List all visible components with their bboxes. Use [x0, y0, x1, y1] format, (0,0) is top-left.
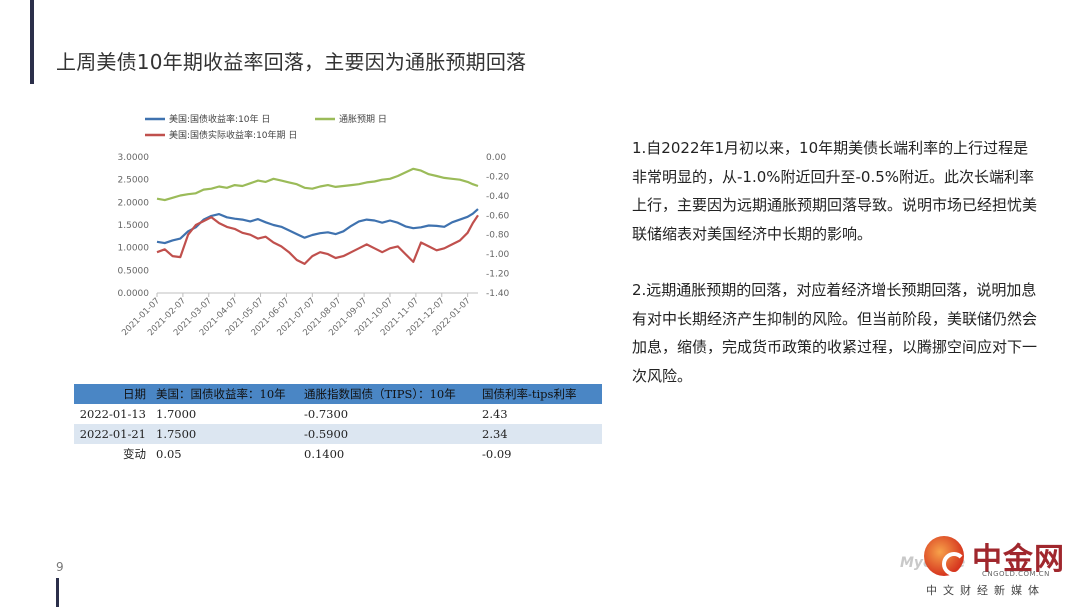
y-left-tick-label: 1.0000: [118, 244, 150, 254]
table-cell: -0.09: [482, 447, 512, 461]
y-left-tick-label: 1.5000: [118, 221, 150, 231]
table-cell: 2.34: [478, 424, 602, 444]
slide-title: 上周美债10年期收益率回落，主要因为通胀预期回落: [56, 50, 527, 74]
title-accent-bar: [30, 0, 34, 84]
y-right-tick-label: -0.40: [486, 192, 510, 202]
yield-comparison-table: 日期 美国：国债收益率：10年 通胀指数国债（TIPS）：10年 国债利率-ti…: [74, 384, 602, 464]
table-header-row: 日期 美国：国债收益率：10年 通胀指数国债（TIPS）：10年 国债利率-ti…: [74, 384, 602, 404]
y-left-tick-label: 3.0000: [118, 153, 150, 163]
y-right-tick-label: -0.80: [486, 231, 510, 241]
y-right-tick-label: -1.40: [486, 289, 510, 299]
y-left-tick-label: 0.5000: [118, 266, 150, 276]
table-header-spread: 国债利率-tips利率: [478, 384, 602, 404]
legend-label: 美国:国债收益率:10年 日: [169, 113, 270, 125]
table-cell: -0.7300: [304, 407, 349, 421]
table-cell: 变动: [123, 447, 146, 461]
logo-emblem-icon: [924, 536, 966, 576]
y-left-tick-label: 0.0000: [118, 289, 150, 299]
y-left-tick-label: 2.0000: [118, 198, 150, 208]
logo-name: 中金网: [972, 542, 1065, 577]
table-row: 2022-01-13 1.7000 -0.7300 2.43: [74, 404, 602, 424]
series-line-real: [156, 214, 479, 265]
table-row: 2022-01-21 1.7500 -0.5900 2.34: [74, 424, 602, 444]
y-right-tick-label: -1.00: [486, 250, 510, 260]
y-right-tick-label: -1.20: [486, 270, 510, 280]
table-cell: 0.05: [156, 447, 182, 461]
legend-label: 通胀预期 日: [339, 114, 387, 125]
series-line-breakeven: [156, 167, 479, 202]
table-header-nominal: 美国：国债收益率：10年: [152, 384, 300, 404]
table-cell: -0.5900: [300, 424, 478, 444]
y-right-tick-label: -0.60: [486, 211, 510, 221]
analysis-paragraph-2: 2.远期通胀预期的回落，对应着经济增长预期回落，说明加息有对中长期经济产生抑制的…: [632, 281, 1038, 385]
table-cell: 2022-01-21: [74, 424, 152, 444]
legend-label: 美国:国债实际收益率:10年期 日: [169, 129, 297, 141]
series-line-nominal: [156, 208, 479, 245]
footer-accent-bar: [56, 578, 59, 607]
yield-line-chart: 3.0000 2.5000 2.0000 1.5000 1.0000 0.5000 0.00…: [118, 113, 510, 338]
logo-tagline: 中文财经新媒体: [926, 584, 1045, 597]
analysis-paragraph-1: 1.自2022年1月初以来，10年期美债长端利率的上行过程是非常明显的，从-1.…: [632, 139, 1038, 243]
table-row: 变动 0.05 0.1400 -0.09: [74, 444, 602, 464]
table-cell: 2022-01-13: [79, 407, 146, 421]
y-right-tick-label: 0.00: [486, 153, 506, 163]
table-cell: 1.7500: [152, 424, 300, 444]
y-left-tick-label: 2.5000: [118, 176, 150, 186]
logo-url: CNGOLD.COM.CN: [982, 570, 1050, 578]
y-right-tick-label: -0.20: [486, 172, 510, 182]
table-cell: 2.43: [482, 407, 508, 421]
table-cell: 0.1400: [304, 447, 345, 461]
table-cell: 1.7000: [156, 407, 197, 421]
table-header-date: 日期: [74, 384, 152, 404]
table-header-tips: 通胀指数国债（TIPS）：10年: [300, 384, 478, 404]
page-number: 9: [56, 560, 64, 574]
brand-logo: 中金网 CNGOLD.COM.CN 中文财经新媒体: [918, 530, 1068, 600]
